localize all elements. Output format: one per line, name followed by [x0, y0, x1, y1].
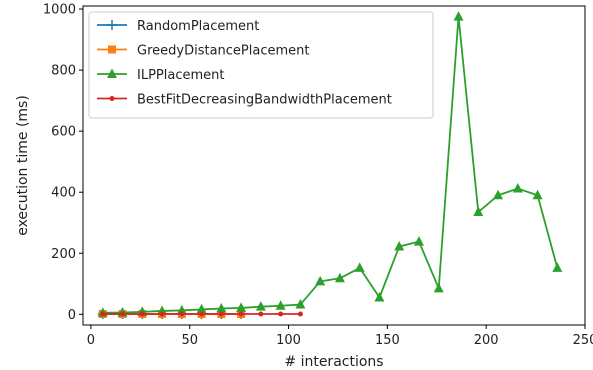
x-tick-label: 150: [375, 333, 400, 348]
data-point: [394, 241, 405, 251]
y-tick-label: 400: [51, 186, 76, 201]
data-point: [493, 189, 504, 200]
axes: 0 50 100 150 200 250 0 200 400 600 800 1000: [43, 3, 593, 348]
legend-item: ILPPlacement: [97, 68, 224, 83]
legend-marker: [107, 20, 117, 30]
data-point: [473, 206, 484, 217]
data-point: [159, 311, 165, 317]
data-point: [374, 292, 385, 302]
data-point: [315, 275, 326, 286]
data-point: [433, 282, 444, 293]
legend: RandomPlacement GreedyDistancePlacement IL…: [88, 11, 434, 119]
x-tick-label: 250: [573, 333, 593, 348]
series-line: [102, 15, 559, 314]
x-tick-label: 200: [474, 333, 499, 348]
legend-label: BestFitDecreasingBandwidthPlacement: [137, 93, 392, 108]
data-point: [236, 302, 247, 312]
data-point: [258, 311, 264, 317]
data-point: [354, 262, 365, 272]
y-tick-label: 800: [51, 64, 76, 79]
data-point: [100, 311, 106, 317]
series-BestFitDecreasingBandwidthPlacement: [100, 311, 303, 317]
data-point: [334, 272, 345, 283]
legend-item: GreedyDistancePlacement: [97, 44, 309, 59]
legend-label: ILPPlacement: [137, 68, 224, 83]
data-point: [199, 311, 205, 317]
data-point: [532, 189, 543, 200]
legend-item: RandomPlacement: [97, 19, 259, 34]
y-tick-label: 1000: [43, 3, 76, 18]
data-point: [176, 304, 187, 315]
plot-frame: [82, 5, 586, 326]
data-point: [218, 311, 224, 317]
x-axis-label: # interactions: [284, 354, 383, 370]
data-point: [139, 311, 145, 317]
data-point: [552, 262, 563, 272]
data-point: [413, 236, 424, 246]
data-point: [196, 303, 207, 314]
plot-area: [97, 11, 563, 320]
legend-marker: [107, 68, 117, 78]
legend-marker: [109, 96, 115, 101]
data-point: [297, 311, 303, 317]
legend-label: RandomPlacement: [137, 19, 259, 34]
legend-label: GreedyDistancePlacement: [137, 44, 309, 59]
legend-box: [88, 11, 434, 119]
data-point: [275, 300, 286, 310]
data-point: [238, 311, 244, 317]
y-axis-label: execution time (ms): [15, 95, 31, 236]
y-tick-label: 0: [68, 308, 76, 323]
data-point: [255, 301, 266, 311]
data-point: [157, 305, 168, 315]
data-point: [179, 311, 185, 317]
data-point: [216, 303, 227, 313]
x-tick-label: 100: [276, 333, 301, 348]
y-tick-label: 600: [51, 125, 76, 140]
data-point: [453, 11, 464, 21]
data-point: [278, 311, 284, 317]
data-point: [295, 299, 306, 309]
legend-item: BestFitDecreasingBandwidthPlacement: [97, 93, 392, 108]
y-tick-label: 200: [51, 247, 76, 262]
data-point: [120, 311, 126, 317]
x-tick-label: 50: [181, 333, 198, 348]
legend-marker: [108, 45, 116, 54]
data-point: [512, 183, 523, 193]
x-tick-label: 0: [87, 333, 95, 348]
